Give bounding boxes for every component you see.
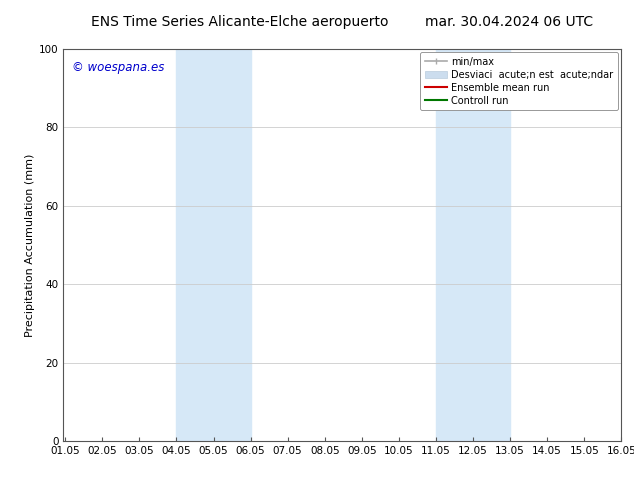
Text: ENS Time Series Alicante-Elche aeropuerto: ENS Time Series Alicante-Elche aeropuert… [91, 15, 389, 29]
Bar [176, 49, 250, 441]
Bar [436, 49, 510, 441]
Text: mar. 30.04.2024 06 UTC: mar. 30.04.2024 06 UTC [425, 15, 593, 29]
Y-axis label: Precipitation Accumulation (mm): Precipitation Accumulation (mm) [25, 153, 35, 337]
Legend: min/max, Desviaci  acute;n est  acute;ndar, Ensemble mean run, Controll run: min/max, Desviaci acute;n est acute;ndar… [420, 52, 618, 110]
Text: © woespana.es: © woespana.es [72, 61, 164, 74]
